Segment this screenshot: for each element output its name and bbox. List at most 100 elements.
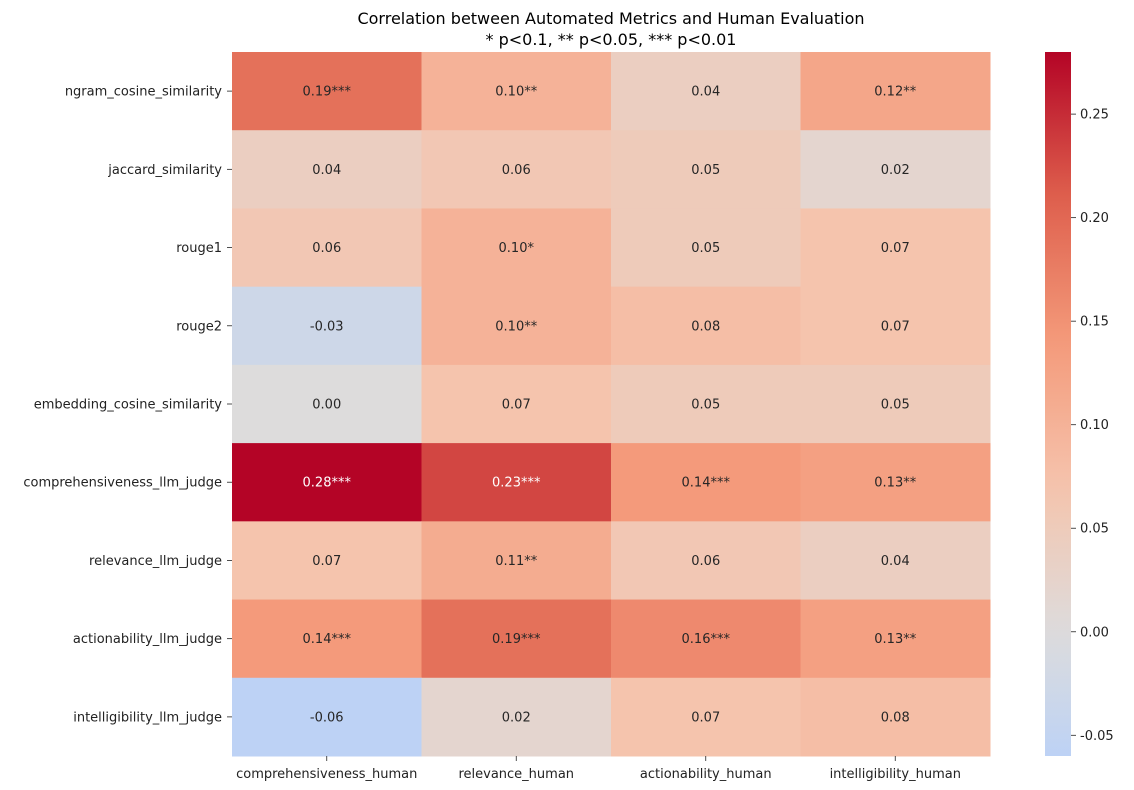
cell-annotation: 0.06 [691,554,720,569]
column-label: intelligibility_human [830,767,961,782]
cell-annotation: 0.13** [874,632,916,647]
cell-annotation: 0.10** [495,85,537,100]
colorbar-tick-label: 0.20 [1080,211,1109,226]
column-label: comprehensiveness_human [236,767,417,782]
heatmap-cell [232,52,422,131]
heatmap-cell [421,364,612,444]
row-label: ngram_cosine_similarity [65,85,222,100]
colorbar-ticks: 0.25 0.20 0.15 0.10 0.05 0.00 -0.05 [1071,108,1114,744]
column-tick-labels: comprehensiveness_human relevance_human ac… [236,756,961,782]
cell-annotation: 0.19*** [492,632,541,647]
cell-annotation: 0.16*** [682,632,731,647]
heatmap-cell [421,52,612,131]
heatmap-cell [421,521,612,601]
cell-annotation: 0.14*** [682,476,731,491]
column-label: actionability_human [640,767,772,782]
colorbar-tick-label: 0.10 [1080,418,1109,433]
cell-annotation: 0.08 [881,710,910,725]
cell-annotation: 0.06 [312,241,341,256]
cell-annotation: 0.07 [312,554,341,569]
colorbar [1045,52,1071,756]
colorbar-tick-label: -0.05 [1080,729,1114,744]
cell-annotation: 0.00 [312,398,341,413]
heatmap-cell [611,286,801,366]
heatmap-cell [800,208,991,288]
heatmap-cell [232,130,422,209]
heatmap-cell [611,521,801,601]
heatmap-cell [232,208,422,288]
heatmap-cell [611,443,801,522]
cell-annotation: 0.06 [502,163,531,178]
cell-annotation: 0.23*** [492,476,541,491]
colorbar-tick-label: 0.25 [1080,108,1109,123]
cell-annotation: 0.10** [495,319,537,334]
heatmap-cell [800,599,991,679]
heatmap-cell [800,521,991,601]
cell-annotation: 0.05 [691,163,720,178]
heatmap-cell [611,208,801,288]
cell-annotation: 0.05 [881,398,910,413]
heatmap-cell [232,599,422,679]
row-label: jaccard_similarity [107,163,222,178]
heatmap-cells: 0.19*** 0.10** 0.04 0.12** 0.04 0.06 0.05 0.02 0… [232,52,991,757]
colorbar-tick-label: 0.15 [1080,315,1109,330]
heatmap-cell [800,130,991,209]
heatmap-cell [421,286,612,366]
cell-annotation: -0.06 [310,710,344,725]
row-label: relevance_llm_judge [89,554,222,569]
heatmap-cell [421,130,612,209]
heatmap-cell [611,130,801,209]
cell-annotation: 0.07 [881,319,910,334]
chart-title-line-1: Correlation between Automated Metrics an… [357,9,864,28]
cell-annotation: 0.10* [499,241,535,256]
cell-annotation: 0.13** [874,476,916,491]
cell-annotation: 0.02 [881,163,910,178]
cell-annotation: 0.12** [874,85,916,100]
heatmap-cell [800,677,991,757]
cell-annotation: 0.05 [691,398,720,413]
heatmap-cell [421,443,612,522]
row-label: actionability_llm_judge [73,632,222,647]
chart-title-line-2: * p<0.1, ** p<0.05, *** p<0.01 [486,30,737,49]
row-label: rouge1 [176,241,222,256]
heatmap-cell [800,286,991,366]
heatmap-cell [232,677,422,757]
cell-annotation: 0.07 [691,710,720,725]
heatmap-cell [421,677,612,757]
heatmap-cell [421,599,612,679]
colorbar-tick-label: 0.00 [1080,625,1109,640]
cell-annotation: 0.28*** [303,476,352,491]
heatmap-cell [421,208,612,288]
heatmap-cell [611,677,801,757]
row-label: embedding_cosine_similarity [34,398,223,413]
heatmap-cell [611,52,801,131]
cell-annotation: 0.04 [881,554,910,569]
cell-annotation: 0.19*** [303,85,352,100]
row-label: intelligibility_llm_judge [73,710,222,725]
heatmap-cell [232,364,422,444]
row-label: rouge2 [176,319,222,334]
heatmap-cell [232,521,422,601]
cell-annotation: 0.02 [502,710,531,725]
heatmap-cell [232,286,422,366]
cell-annotation: 0.14*** [303,632,352,647]
cell-annotation: 0.07 [881,241,910,256]
column-label: relevance_human [458,767,574,782]
cell-annotation: 0.07 [502,398,531,413]
cell-annotation: -0.03 [310,319,344,334]
cell-annotation: 0.11** [495,554,537,569]
heatmap-cell [800,52,991,131]
row-tick-labels: ngram_cosine_similarity jaccard_similarit… [23,85,232,725]
heatmap-cell [611,364,801,444]
cell-annotation: 0.04 [312,163,341,178]
row-label: comprehensiveness_llm_judge [23,476,222,491]
heatmap-cell [800,443,991,522]
colorbar-gradient [1045,52,1071,756]
heatmap-cell [800,364,991,444]
cell-annotation: 0.05 [691,241,720,256]
colorbar-tick-label: 0.05 [1080,522,1109,537]
cell-annotation: 0.04 [691,85,720,100]
heatmap-cell [611,599,801,679]
cell-annotation: 0.08 [691,319,720,334]
